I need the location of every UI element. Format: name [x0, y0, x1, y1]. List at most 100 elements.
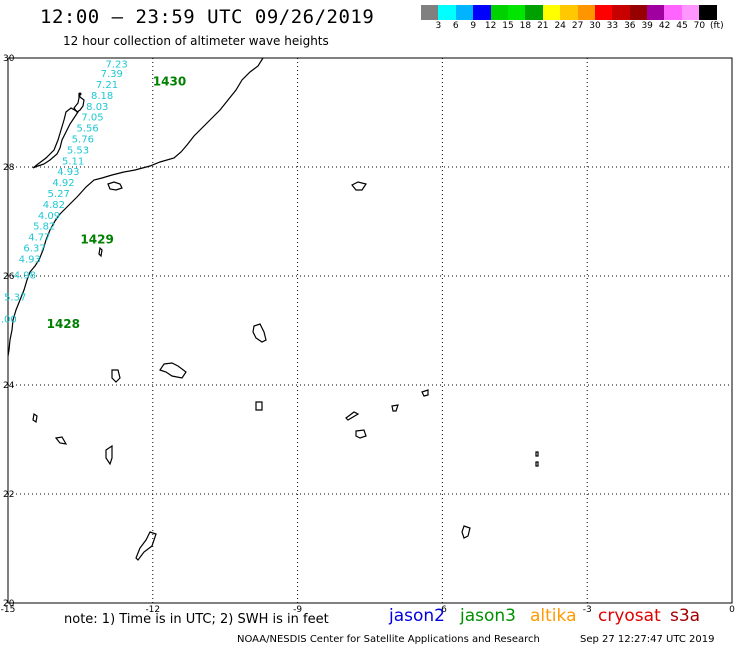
island-outline	[252, 323, 267, 343]
legend-label: 30	[589, 21, 601, 31]
satellite-jason2: jason2	[389, 606, 445, 626]
legend-swatch	[438, 5, 456, 20]
legend-swatch	[699, 5, 717, 20]
swh-value: 5.00	[0, 314, 17, 325]
axis-tick-labels: -15 -12 -9 -6 -3 0 30 28 26 24 22 20	[1, 54, 735, 615]
map-frame	[7, 57, 733, 604]
island-outline	[105, 444, 113, 466]
swh-value: 8.18	[91, 91, 113, 102]
island-outline	[535, 451, 539, 457]
pass-label: 1428	[47, 317, 80, 331]
island-fuerteventura	[32, 107, 79, 169]
swh-value: 4.09	[38, 211, 60, 222]
legend-label: 33	[606, 21, 619, 31]
x-tick-label: -3	[583, 605, 592, 615]
island-tenerife	[351, 181, 367, 191]
page-title: 12:00 – 23:59 UTC 09/26/2019	[40, 6, 375, 28]
legend-swatch	[525, 5, 543, 20]
legend-swatch	[664, 5, 682, 20]
lat-lon-grid	[8, 58, 732, 603]
legend-label: 12	[484, 21, 497, 31]
swh-value: 4.93	[57, 167, 79, 178]
legend-label: 3	[435, 21, 442, 31]
pass-label: 1430	[153, 74, 186, 88]
swh-value: 4.77	[28, 233, 50, 244]
island-outline	[421, 389, 429, 397]
legend-swatch	[490, 5, 508, 20]
y-tick-label: 26	[3, 272, 15, 282]
legend-label: 27	[571, 21, 584, 31]
island-outline	[54, 436, 68, 445]
x-tick-label: -9	[293, 605, 302, 615]
footnote: note: 1) Time is in UTC; 2) SWH is in fe…	[64, 612, 329, 627]
island-outline	[535, 461, 539, 467]
swh-value: 7.05	[81, 113, 103, 124]
y-tick-label: 20	[3, 599, 15, 609]
swh-value: 8.03	[86, 102, 108, 113]
island-outline	[355, 429, 367, 439]
legend-labels: 3 6 9 12 15 18 21 24 27 30 33 36 39 42 45 70 (ft)	[421, 20, 724, 34]
swh-value: 7.21	[96, 80, 118, 91]
legend-swatch	[681, 5, 700, 20]
legend-swatch	[421, 5, 439, 20]
legend-label: (ft)	[710, 21, 724, 31]
legend-label: 21	[537, 21, 549, 31]
island-lanzarote	[73, 92, 85, 113]
legend-swatch	[647, 5, 665, 20]
swh-value: 5.27	[48, 189, 70, 200]
legend-swatch	[577, 5, 595, 20]
swh-value: 7.39	[101, 69, 123, 80]
y-tick-label: 28	[3, 163, 15, 173]
legend-swatches	[421, 5, 717, 20]
swh-value: 6.37	[23, 243, 45, 254]
satellite-jason3: jason3	[460, 606, 516, 626]
island-outline	[159, 362, 187, 379]
swh-value: 5.76	[72, 134, 94, 145]
swh-value: 4.93	[19, 254, 41, 265]
credit-line: NOAA/NESDIS Center for Satellite Applica…	[237, 634, 540, 645]
x-tick-label: 0	[729, 605, 735, 615]
satellite-altika: altika	[530, 606, 577, 626]
swh-value: 5.82	[33, 222, 55, 233]
x-tick-label: -6	[438, 605, 447, 615]
island-outline	[461, 525, 471, 539]
pass-number-labels: 1430 1429 1428	[47, 74, 187, 331]
pass-label: 1429	[80, 232, 113, 246]
legend-swatch	[542, 5, 561, 20]
legend-swatch	[560, 5, 578, 20]
x-tick-label: -12	[145, 605, 160, 615]
legend-swatch	[473, 5, 491, 20]
swh-value: 4.98	[14, 271, 36, 282]
legend-label: 36	[624, 21, 636, 31]
swh-value-labels: 7.237.397.218.188.037.055.565.765.535.11…	[0, 59, 128, 325]
swh-value: 7.23	[105, 59, 127, 70]
legend-swatch	[612, 5, 630, 20]
x-tick-label: -15	[1, 605, 16, 615]
african-coastline	[7, 57, 264, 357]
island-outline	[345, 411, 360, 421]
swh-value: 4.92	[52, 178, 74, 189]
island-alegranza	[78, 92, 82, 96]
legend-label: 18	[519, 21, 532, 31]
legend-label: 6	[452, 21, 459, 31]
satellite-cryosat: cryosat	[598, 606, 661, 626]
island-outline	[111, 369, 121, 383]
swh-value: 5.37	[4, 293, 26, 304]
y-tick-label: 22	[3, 490, 14, 500]
legend-label: 42	[658, 21, 671, 31]
color-legend: 3 6 9 12 15 18 21 24 27 30 33 36 39 42 45 70 (ft)	[421, 5, 724, 34]
legend-label: 39	[641, 21, 653, 31]
island-outline	[32, 412, 38, 424]
swh-value: 5.56	[77, 124, 99, 135]
legend-label: 45	[676, 21, 688, 31]
swh-value: 5.11	[62, 156, 84, 167]
y-tick-label: 30	[3, 54, 15, 64]
satellite-s3a: s3a	[670, 606, 701, 626]
island-outline	[135, 531, 157, 561]
legend-swatch	[594, 5, 613, 20]
legend-label: 9	[470, 21, 477, 31]
swh-value: 4.82	[43, 200, 65, 211]
legend-swatch	[455, 5, 474, 20]
page-subtitle: 12 hour collection of altimeter wave hei…	[63, 34, 329, 48]
